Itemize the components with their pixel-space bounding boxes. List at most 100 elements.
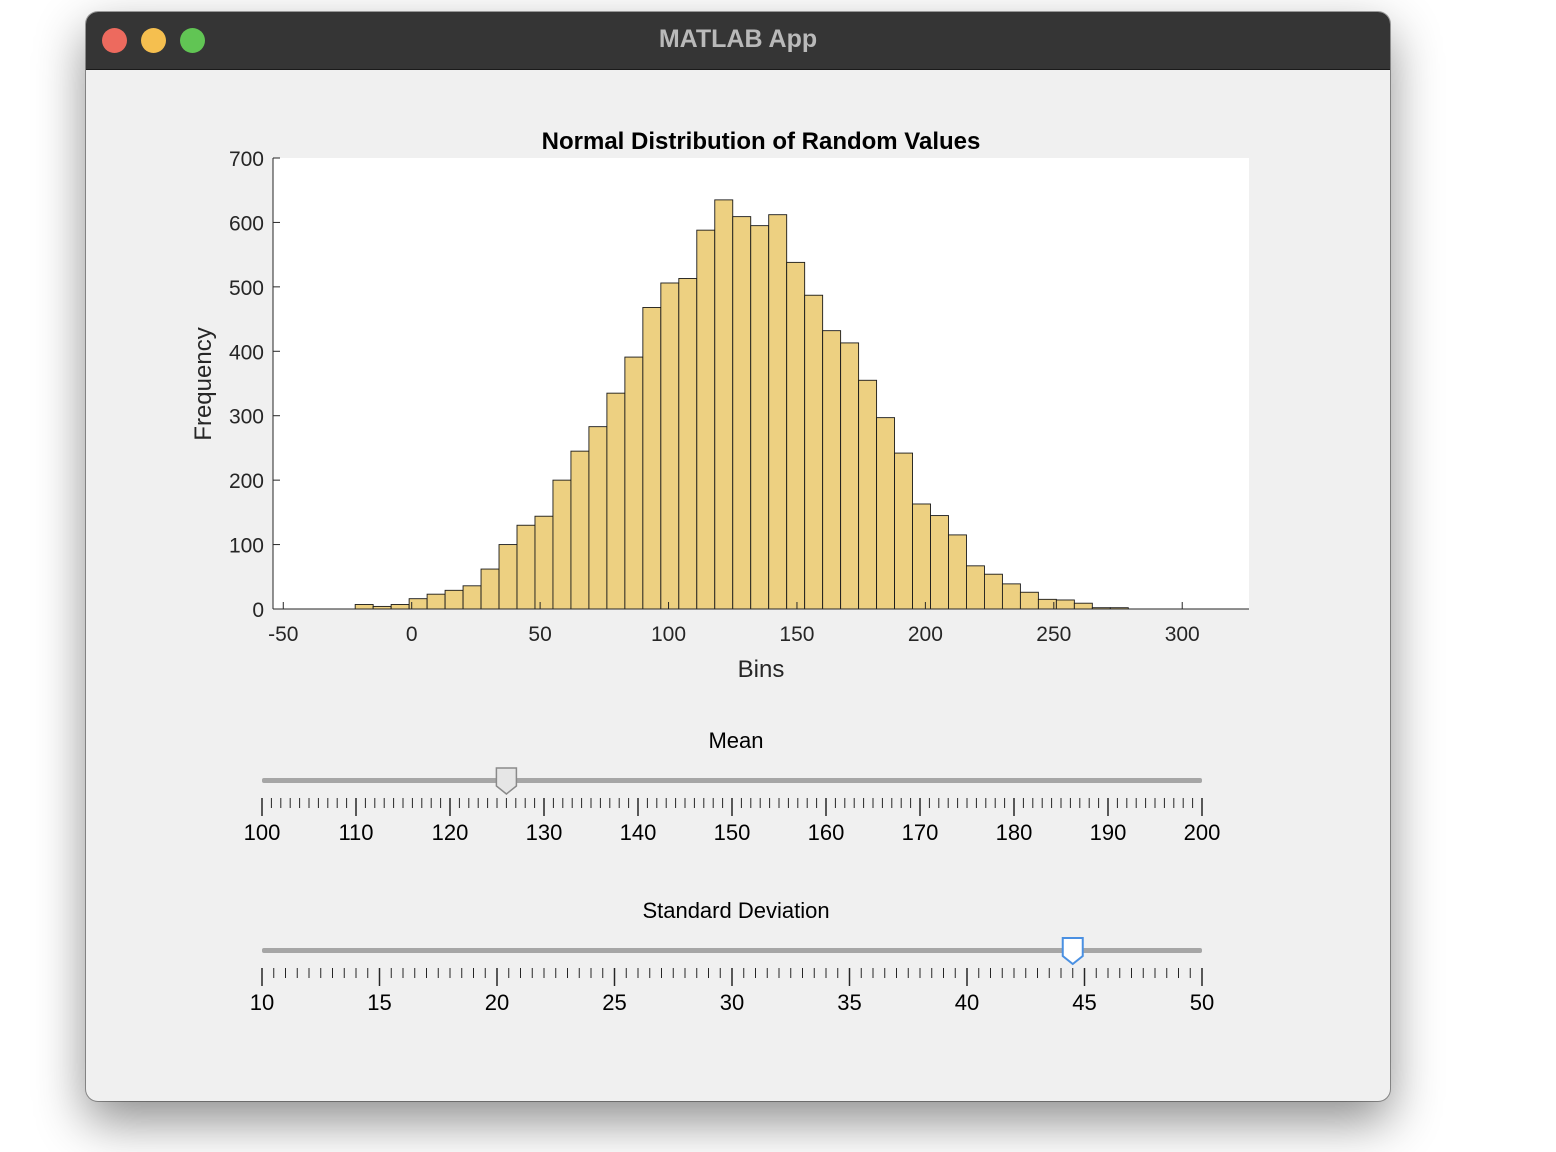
- slider-tick-label: 140: [620, 820, 657, 845]
- histogram-bar: [390, 604, 410, 610]
- slider-tick-label: 35: [837, 990, 861, 1015]
- mean-slider-tick-labels: 100 110 120 130 140 150 160 170 180 190 200: [244, 820, 1221, 845]
- histogram-bar: [948, 534, 967, 610]
- y-tick-label: 100: [229, 535, 264, 558]
- histogram-bar: [714, 199, 734, 610]
- x-tick-label: 100: [651, 623, 686, 646]
- histogram-bar: [912, 503, 931, 610]
- slider-tick-label: 190: [1090, 820, 1127, 845]
- histogram-bar: [984, 573, 1003, 610]
- histogram-bar: [444, 589, 464, 610]
- app-window: MATLAB App -50 0 50 100 150 200 250 300 0 100 200…: [86, 12, 1390, 1101]
- histogram-bar: [1019, 591, 1039, 610]
- y-tick-label: 200: [229, 470, 264, 493]
- histogram-bar: [966, 565, 985, 610]
- x-axis-ticks: -50 0 50 100 150 200 250 300: [268, 602, 1200, 646]
- histogram-bar: [930, 515, 949, 610]
- histogram-bar: [606, 392, 626, 610]
- slider-tick-label: 160: [808, 820, 845, 845]
- y-tick-label: 700: [229, 148, 264, 171]
- std-slider[interactable]: Standard Deviation 10 15 20 25 30 35 40 45 50: [250, 898, 1214, 1015]
- histogram-bar: [570, 450, 590, 610]
- x-tick-label: 0: [406, 623, 418, 646]
- histogram-bar: [1055, 599, 1075, 610]
- mean-slider-thumb[interactable]: [495, 767, 518, 795]
- slider-tick-label: 130: [526, 820, 563, 845]
- y-axis-label: Frequency: [190, 327, 217, 440]
- window-title: MATLAB App: [658, 25, 818, 53]
- histogram-bar: [1073, 602, 1093, 610]
- histogram-bar: [498, 544, 518, 610]
- slider-tick-label: 40: [955, 990, 979, 1015]
- minimize-window-button[interactable]: [141, 28, 166, 53]
- std-slider-tick-labels: 10 15 20 25 30 35 40 45 50: [250, 990, 1214, 1015]
- histogram-bar: [840, 342, 860, 610]
- mean-slider[interactable]: Mean 100 110 120 130 140 150 160 170 180 190 200: [244, 728, 1221, 845]
- maximize-window-button[interactable]: [180, 28, 205, 53]
- histogram-bar: [876, 417, 896, 610]
- y-tick-label: 0: [252, 599, 264, 622]
- slider-tick-label: 110: [338, 820, 373, 845]
- slider-tick-label: 10: [250, 990, 274, 1015]
- x-tick-label: 250: [1036, 623, 1071, 646]
- histogram-bars: [354, 199, 1129, 610]
- histogram-bar: [678, 278, 698, 610]
- slider-tick-label: 150: [714, 820, 751, 845]
- slider-tick-label: 50: [1190, 990, 1214, 1015]
- histogram-bar: [858, 379, 878, 610]
- histogram-bar: [354, 604, 374, 610]
- slider-tick-label: 120: [432, 820, 469, 845]
- y-tick-label: 400: [229, 341, 264, 364]
- std-slider-ticks: [261, 968, 1203, 986]
- y-tick-label: 300: [229, 406, 264, 429]
- histogram-bar: [534, 515, 554, 610]
- std-slider-track[interactable]: [262, 948, 1202, 953]
- close-window-button[interactable]: [102, 28, 127, 53]
- slider-tick-label: 200: [1184, 820, 1221, 845]
- y-tick-label: 500: [229, 277, 264, 300]
- histogram-bar: [786, 261, 806, 610]
- histogram-bar: [732, 216, 752, 610]
- histogram-bar: [588, 426, 608, 610]
- histogram-bar: [660, 282, 680, 610]
- chart-title: Normal Distribution of Random Values: [542, 128, 981, 155]
- app-canvas: -50 0 50 100 150 200 250 300 010020030040050060…: [190, 128, 1249, 1015]
- histogram-bar: [480, 568, 500, 610]
- histogram-bar: [768, 214, 788, 610]
- slider-tick-label: 15: [367, 990, 391, 1015]
- histogram-axes: -50 0 50 100 150 200 250 300 010020030040050060…: [190, 128, 1249, 683]
- y-axis-ticks: 0 100 200 300 400 500 600 700: [229, 148, 280, 622]
- mean-slider-ticks: [261, 798, 1203, 816]
- histogram-bar: [426, 593, 446, 610]
- histogram-bar: [462, 585, 482, 610]
- histogram-bar: [624, 356, 644, 610]
- slider-tick-label: 100: [244, 820, 281, 845]
- y-tick-label: 600: [229, 212, 264, 235]
- x-axis-label: Bins: [738, 656, 785, 683]
- slider-tick-label: 180: [996, 820, 1033, 845]
- title-bar[interactable]: MATLAB App: [86, 12, 1390, 70]
- std-slider-thumb[interactable]: [1061, 937, 1084, 966]
- histogram-bar: [516, 524, 536, 610]
- histogram-bar: [696, 229, 716, 610]
- x-tick-label: 50: [528, 623, 551, 646]
- histogram-bar: [642, 307, 662, 610]
- histogram-bar: [822, 330, 842, 610]
- slider-tick-label: 45: [1072, 990, 1096, 1015]
- slider-tick-label: 30: [720, 990, 744, 1015]
- slider-tick-label: 170: [902, 820, 939, 845]
- x-tick-label: 150: [779, 623, 814, 646]
- histogram-bar: [804, 294, 824, 610]
- slider-tick-label: 25: [602, 990, 626, 1015]
- histogram-bar: [552, 479, 572, 610]
- std-slider-label: Standard Deviation: [642, 898, 829, 923]
- mean-slider-track[interactable]: [262, 778, 1202, 783]
- x-tick-label: 200: [908, 623, 943, 646]
- histogram-bar: [1001, 583, 1021, 610]
- x-tick-label: 300: [1165, 623, 1200, 646]
- slider-tick-label: 20: [485, 990, 509, 1015]
- x-tick-label: -50: [268, 623, 298, 646]
- mean-slider-label: Mean: [708, 728, 763, 753]
- histogram-bar: [894, 452, 913, 610]
- histogram-bar: [750, 225, 770, 610]
